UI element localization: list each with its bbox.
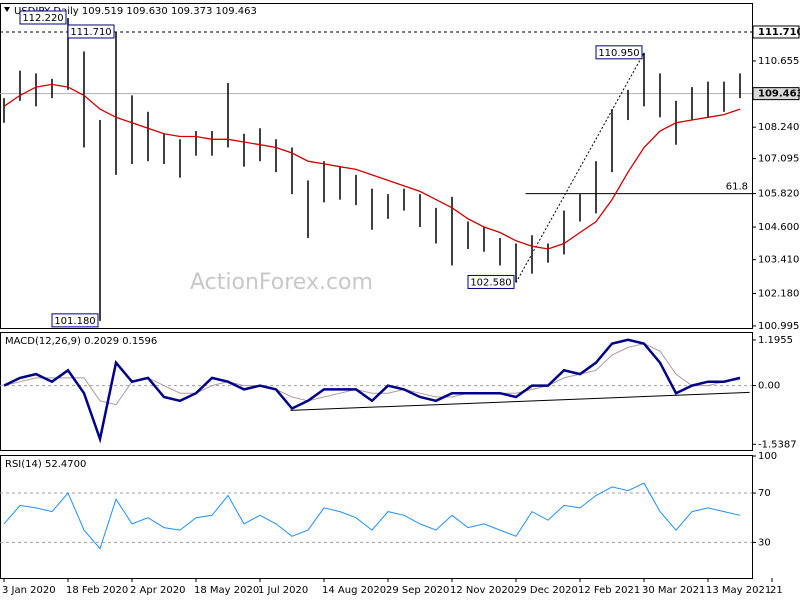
x-tick-label: 12 Feb 2021: [578, 585, 640, 596]
x-tick-label: 18 May 2020: [194, 585, 259, 596]
x-tick-label: 29 Dec 2020: [514, 585, 578, 596]
indicator-line: [3, 482, 741, 550]
y-tick-label: 100: [758, 451, 777, 462]
y-tick-label: 70: [758, 488, 771, 499]
macd-trendline: [290, 391, 750, 411]
y-tick-label: 30: [758, 537, 771, 548]
annotation-label: 110.950: [598, 48, 639, 59]
y-tick-label: 1.1955: [758, 335, 793, 346]
y-tick-label: 104.600: [758, 222, 799, 233]
y-tick-label: 100.995: [758, 321, 799, 332]
price-level-box: [752, 87, 800, 101]
y-tick-label: -1.5387: [758, 439, 797, 450]
x-tick-label: 2 Apr 2020: [130, 585, 185, 596]
rsi-title: RSI(14) 52.4700: [5, 459, 86, 470]
macd-title: MACD(12,26,9) 0.2029 0.1596: [5, 336, 157, 347]
moving-average: [3, 83, 741, 250]
x-tick-label: 13 May 2021: [706, 585, 771, 596]
y-tick-label: 107.095: [758, 154, 799, 165]
x-tick-label: 12 Nov 2020: [450, 585, 514, 596]
watermark: ActionForex.com: [190, 270, 373, 295]
fib-label: 61.8: [726, 182, 748, 193]
x-tick-label: 21: [770, 585, 783, 596]
x-tick-label: 14 Aug 2020: [322, 585, 386, 596]
annotation-box: [19, 10, 67, 25]
annotation-box: [467, 274, 515, 289]
price-level-label: 109.463: [758, 89, 800, 100]
indicator-line: [3, 343, 741, 406]
annotation-box: [67, 24, 115, 39]
collapse-icon: [4, 7, 10, 12]
annotation-box: [51, 313, 99, 328]
x-tick-label: 30 Mar 2021: [642, 585, 705, 596]
price-title: USDJPY,Daily 109.519 109.630 109.373 109…: [14, 6, 257, 17]
price-pane-frame: [0, 3, 753, 329]
y-tick-label: 103.410: [758, 255, 799, 266]
price-level-label: 111.710: [758, 27, 800, 38]
y-tick-label: 108.240: [758, 122, 799, 133]
x-tick-label: 29 Sep 2020: [386, 585, 449, 596]
y-tick-label: 110.655: [758, 56, 799, 67]
price-level-box: [752, 25, 800, 39]
annotation-label: 112.220: [22, 13, 63, 24]
annotation-box: [595, 45, 643, 60]
rsi-pane-frame: [0, 455, 753, 579]
x-tick-label: 3 Jan 2020: [2, 585, 56, 596]
x-tick-label: 18 Feb 2020: [66, 585, 128, 596]
annotation-label: 102.580: [470, 277, 511, 288]
macd-pane-frame: [0, 332, 753, 451]
annotation-label: 101.180: [54, 316, 95, 327]
y-tick-label: 0.00: [758, 381, 780, 392]
annotation-label: 111.710: [70, 27, 111, 38]
x-tick-label: 1 Jul 2020: [258, 585, 308, 596]
y-tick-label: 102.180: [758, 288, 799, 299]
indicator-line: [3, 338, 741, 444]
y-tick-label: 105.820: [758, 189, 799, 200]
